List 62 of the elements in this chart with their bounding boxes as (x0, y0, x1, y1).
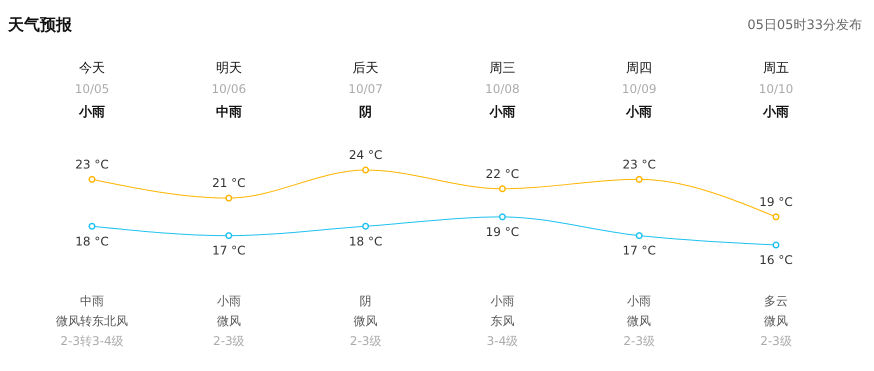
x-tick-label: 周三 (489, 61, 516, 76)
text: 2-3级 (212, 334, 245, 348)
data-label: 18 °C (348, 234, 382, 248)
point (88, 222, 96, 230)
text: 2-3转3-4级 (60, 334, 124, 348)
text: 微风 (216, 314, 241, 328)
data-label: 24 °C (348, 148, 382, 162)
text: 中雨 (216, 105, 242, 120)
text: 微风 (764, 314, 788, 328)
text: 小雨 (216, 294, 241, 308)
text: 多云 (764, 294, 788, 308)
text: 3-4级 (486, 334, 518, 348)
data-label: 19 °C (486, 224, 520, 239)
text: 小雨 (762, 105, 789, 120)
point (772, 213, 780, 220)
data-label: 21 °C (212, 176, 246, 190)
text: 阴 (359, 105, 372, 120)
text: 2-3级 (623, 334, 656, 348)
text: 微风转东北风 (56, 314, 128, 328)
point (498, 213, 506, 220)
text: 小雨 (78, 105, 105, 120)
text: 2-3级 (350, 334, 382, 348)
data-label: 19 °C (759, 194, 793, 209)
text: 中雨 (80, 294, 104, 308)
point (498, 185, 506, 192)
point (772, 242, 780, 248)
chart-title: 天气预报 (7, 15, 73, 34)
point (88, 176, 96, 183)
text: 微风 (354, 314, 378, 328)
text: 东风 (490, 314, 514, 328)
text: 10/10 (758, 82, 794, 96)
data-label: 17 °C (212, 244, 246, 258)
point (225, 194, 232, 202)
point (362, 222, 370, 230)
data-label: 18 °C (75, 234, 109, 248)
point (636, 176, 643, 183)
text: 05日05时33分发布 (747, 18, 862, 33)
x-tick-label: 周五 (763, 61, 789, 76)
text: 小雨 (490, 294, 514, 308)
text: 阴 (360, 294, 372, 308)
text: 2-3级 (760, 334, 792, 348)
data-label: 23 °C (622, 157, 656, 172)
text: 10/07 (348, 82, 383, 96)
text: 10/05 (74, 82, 110, 96)
point (362, 166, 370, 174)
text: 小雨 (627, 294, 652, 308)
x-tick-label: 明天 (216, 61, 242, 76)
text: 微风 (627, 314, 652, 328)
text: 小雨 (625, 105, 652, 120)
data-label: 23 °C (75, 157, 109, 172)
x-tick-label: 周四 (626, 61, 652, 76)
data-label: 22 °C (486, 166, 520, 181)
point (636, 232, 643, 240)
x-tick-label: 今天 (79, 61, 105, 76)
text: 10/09 (622, 82, 656, 96)
point (225, 232, 232, 240)
x-tick-label: 后天 (352, 61, 379, 76)
text: 小雨 (488, 105, 516, 120)
text: 10/08 (485, 82, 520, 96)
text: 10/06 (212, 82, 246, 96)
data-label: 17 °C (622, 244, 656, 258)
data-label: 16 °C (759, 253, 793, 267)
